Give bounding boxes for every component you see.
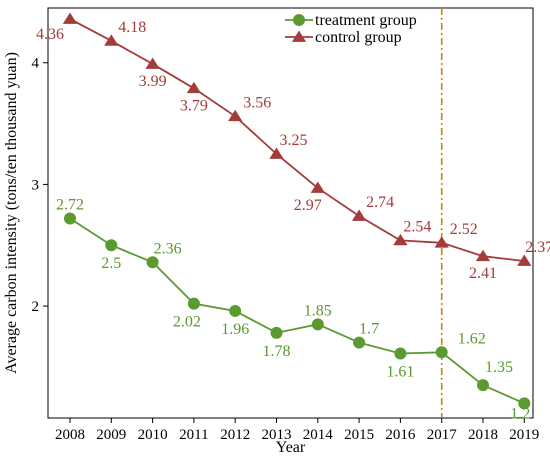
x-tick-label: 2013 <box>262 427 292 443</box>
control-point <box>104 34 119 46</box>
treatment-data-label: 2.72 <box>56 196 84 213</box>
legend-treatment-marker <box>293 14 305 26</box>
control-point <box>310 181 325 193</box>
control-data-label: 2.41 <box>469 265 497 282</box>
x-axis-title: Year <box>276 439 306 456</box>
x-tick-label: 2008 <box>55 427 85 443</box>
treatment-point <box>270 326 283 339</box>
legend-control-marker <box>291 30 307 42</box>
control-data-label: 2.74 <box>366 194 394 211</box>
x-tick-label: 2010 <box>138 427 168 443</box>
treatment-data-label: 1.62 <box>458 330 486 347</box>
treatment-point <box>311 318 324 331</box>
treatment-data-label: 1.85 <box>304 302 332 319</box>
control-point <box>269 147 284 159</box>
treatment-data-label: 2.5 <box>101 255 121 272</box>
x-tick-label: 2014 <box>303 427 334 443</box>
x-tick-label: 2017 <box>427 427 458 443</box>
plot-frame <box>47 7 534 419</box>
x-tick-label: 2011 <box>179 427 208 443</box>
treatment-data-label: 1.7 <box>359 321 379 338</box>
treatment-point <box>64 212 76 225</box>
legend: treatment group control group <box>285 12 417 46</box>
control-point <box>62 12 78 24</box>
control-data-label: 2.37 <box>525 239 550 256</box>
series-line-control <box>69 18 525 262</box>
treatment-point <box>146 256 159 269</box>
control-point <box>186 81 202 94</box>
control-data-label: 3.56 <box>243 94 271 111</box>
control-data-label: 2.97 <box>294 197 322 214</box>
control-point <box>228 109 243 122</box>
control-point <box>517 254 532 266</box>
treatment-data-label: 1.61 <box>386 364 414 381</box>
treatment-point <box>105 239 118 252</box>
treatment-data-label: 2.36 <box>154 240 182 257</box>
treatment-point <box>477 379 489 392</box>
series-line-treatment <box>69 217 525 405</box>
control-data-label: 3.25 <box>280 132 308 149</box>
y-tick-label: 3 <box>32 177 40 193</box>
treatment-data-label: 1.35 <box>485 359 513 376</box>
axes: 2 3 4 2008 2009 2010 2011 2012 2013 2014 2015 2016 2… <box>32 7 539 443</box>
y-axis-title: Average carbon intensity (tons/ten thous… <box>3 52 20 374</box>
treatment-data-label: 2.02 <box>173 314 201 331</box>
treatment-data-label: 1.96 <box>221 321 249 338</box>
treatment-point <box>435 346 448 359</box>
y-tick-label: 4 <box>32 56 40 72</box>
x-tick-label: 2018 <box>468 427 498 443</box>
data-labels-layer: 2.72 2.5 2.36 2.02 1.96 1.78 1.85 1.7 1.61 1.62 1.… <box>36 19 550 423</box>
control-point <box>434 236 449 248</box>
control-point <box>475 249 491 262</box>
y-tick-label: 2 <box>32 299 40 315</box>
treatment-point <box>229 304 242 317</box>
x-tick-label: 2012 <box>220 427 250 443</box>
control-data-label: 3.79 <box>180 97 208 114</box>
control-data-label: 4.18 <box>118 19 146 36</box>
control-data-label: 2.54 <box>403 218 431 235</box>
x-tick-label: 2016 <box>385 427 416 443</box>
control-data-label: 2.52 <box>450 221 478 238</box>
control-data-label: 4.36 <box>36 26 64 43</box>
legend-treatment-label: treatment group <box>315 12 417 29</box>
treatment-data-label: 1.78 <box>263 343 291 360</box>
control-point <box>351 209 367 221</box>
treatment-point <box>353 336 366 349</box>
series-layer <box>62 12 532 410</box>
x-tick-label: 2015 <box>344 427 374 443</box>
treatment-point <box>394 347 407 360</box>
legend-control-label: control group <box>315 29 402 46</box>
treatment-point <box>518 397 531 410</box>
x-tick-label: 2009 <box>96 427 126 443</box>
treatment-point <box>187 297 200 310</box>
control-point <box>393 233 408 246</box>
treatment-data-label: 1.2 <box>510 405 530 422</box>
control-data-label: 3.99 <box>139 73 167 90</box>
control-point <box>145 57 160 69</box>
x-tick-label: 2019 <box>509 427 539 443</box>
